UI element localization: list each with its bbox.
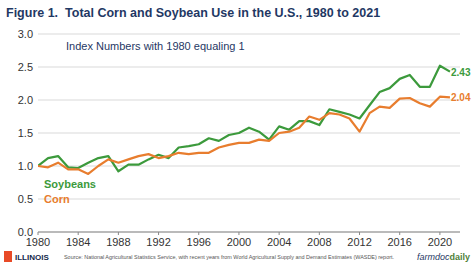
grid-line [38,166,460,167]
x-tick [439,232,440,235]
y-tick-label: 0.5 [18,193,33,205]
x-tick [279,232,280,235]
grid-line [38,34,460,35]
x-tick [399,232,400,235]
source: Source: National Agricultural Statistics… [64,254,394,260]
brand-part: farmdoc [417,252,450,262]
series-line [38,97,450,174]
brand-part: daily [449,252,470,262]
plot-area [38,66,450,174]
annotation: Index Numbers with 1980 equaling 1 [66,40,245,52]
x-tick [359,232,360,235]
grid-line [38,232,460,233]
annotation: Soybeans [44,178,96,190]
annotation: Corn [44,193,70,205]
brand: farmdocdaily [417,252,470,262]
x-tick [158,232,159,235]
x-tick [198,232,199,235]
x-tick [78,232,79,235]
y-tick-label: 2.0 [18,94,33,106]
x-tick [238,232,239,235]
y-tick-label: 1.0 [18,160,33,172]
x-tick-label: 1992 [146,236,170,248]
logo-mark [4,251,12,262]
grid-line [38,133,460,134]
title: Figure 1. Total Corn and Soybean Use in … [6,6,380,20]
x-tick [319,232,320,235]
x-tick-label: 2000 [227,236,251,248]
x-tick-label: 2020 [428,236,452,248]
grid-line [38,67,460,68]
logo: ILLINOIS [15,253,49,262]
series-line [38,66,450,172]
x-axis-line [38,232,460,233]
y-tick-label: 3.0 [18,28,33,40]
x-tick-label: 2004 [267,236,291,248]
grid-line [38,199,460,200]
y-tick-label: 2.5 [18,61,33,73]
x-tick-label: 2016 [387,236,411,248]
chart: Figure 1. Total Corn and Soybean Use in … [0,0,474,266]
x-tick-label: 1980 [26,236,50,248]
annotation: 2.04 [451,92,471,103]
x-tick-label: 2012 [347,236,371,248]
annotation: 2.43 [451,67,471,78]
x-tick [118,232,119,235]
x-tick-label: 1988 [106,236,130,248]
y-tick-label: 1.5 [18,127,33,139]
x-tick-label: 1984 [66,236,90,248]
x-tick-label: 1996 [187,236,211,248]
x-tick [38,232,39,235]
x-tick-label: 2008 [307,236,331,248]
